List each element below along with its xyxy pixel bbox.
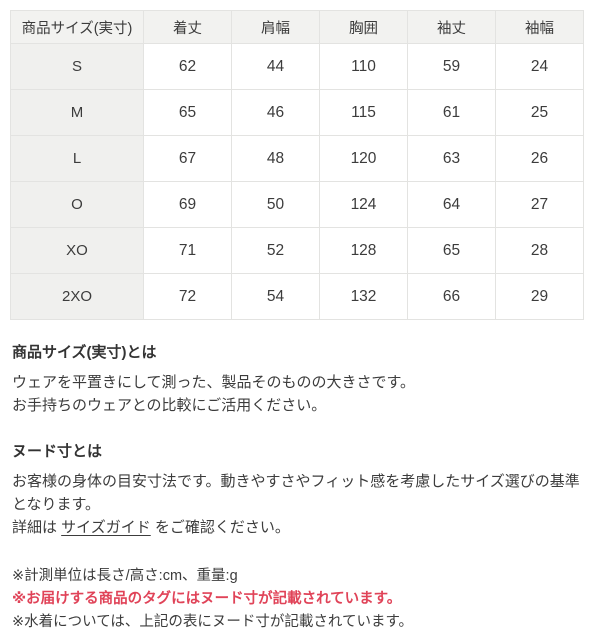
measurement-cell: 50 — [231, 181, 320, 228]
measurement-cell: 65 — [143, 89, 232, 136]
measurement-cell: 64 — [407, 181, 496, 228]
measurement-cell: 132 — [319, 273, 408, 320]
size-label-cell: L — [10, 135, 144, 182]
measurement-cell: 59 — [407, 43, 496, 90]
column-header: 商品サイズ(実寸) — [10, 10, 144, 44]
table-row: O 69 50 124 64 27 — [10, 181, 584, 228]
section-nude-size-line1: お客様の身体の目安寸法です。動きやすさやフィット感を考慮したサイズ選びの基準とな… — [12, 472, 580, 513]
measurement-cell: 67 — [143, 135, 232, 182]
measurement-cell: 72 — [143, 273, 232, 320]
measurement-cell: 29 — [495, 273, 584, 320]
section-nude-size: ヌード寸とは お客様の身体の目安寸法です。動きやすさやフィット感を考慮したサイズ… — [12, 441, 588, 539]
column-header: 袖幅 — [495, 10, 584, 44]
measurement-cell: 115 — [319, 89, 408, 136]
size-label-cell: O — [10, 181, 144, 228]
measurement-cell: 124 — [319, 181, 408, 228]
measurement-cell: 52 — [231, 227, 320, 274]
column-header: 肩幅 — [231, 10, 320, 44]
measurement-cell: 71 — [143, 227, 232, 274]
measurement-cell: 62 — [143, 43, 232, 90]
measurement-cell: 48 — [231, 135, 320, 182]
measurement-cell: 44 — [231, 43, 320, 90]
measurement-cell: 65 — [407, 227, 496, 274]
measurement-cell: 24 — [495, 43, 584, 90]
measurement-cell: 69 — [143, 181, 232, 228]
size-table-body: S 62 44 110 59 24 M 65 46 115 61 25 L 67 48 120 63 26 O 69 5… — [10, 43, 584, 320]
section-actual-size-heading: 商品サイズ(実寸)とは — [12, 344, 157, 361]
measurement-cell: 46 — [231, 89, 320, 136]
column-header: 胸囲 — [319, 10, 408, 44]
measurement-cell: 27 — [495, 181, 584, 228]
size-label-cell: M — [10, 89, 144, 136]
measurement-cell: 25 — [495, 89, 584, 136]
section-actual-size-line2: お手持ちのウェアとの比較にご活用ください。 — [12, 396, 327, 414]
measurement-cell: 61 — [407, 89, 496, 136]
measurement-cell: 120 — [319, 135, 408, 182]
size-table: 商品サイズ(実寸) 着丈 肩幅 胸囲 袖丈 袖幅 S 62 44 110 59 24 M 65 46 115… — [10, 10, 584, 320]
measurement-cell: 63 — [407, 135, 496, 182]
section-nude-size-detail: 詳細は サイズガイド をご確認ください。 — [12, 516, 588, 539]
measurement-cell: 110 — [319, 43, 408, 90]
detail-prefix-text: 詳細は — [12, 519, 62, 536]
explanation-sections: 商品サイズ(実寸)とは ウェアを平置きにして測った、製品そのものの大きさです。 … — [10, 320, 590, 539]
table-row: 2XO 72 54 132 66 29 — [10, 273, 584, 320]
measurement-cell: 28 — [495, 227, 584, 274]
measurement-cell: 54 — [231, 273, 320, 320]
section-actual-size: 商品サイズ(実寸)とは ウェアを平置きにして測った、製品そのものの大きさです。 … — [12, 342, 588, 417]
measurement-cell: 26 — [495, 135, 584, 182]
section-actual-size-line1: ウェアを平置きにして測った、製品そのものの大きさです。 — [12, 373, 416, 391]
table-row: M 65 46 115 61 25 — [10, 89, 584, 136]
size-label-cell: XO — [10, 227, 144, 274]
size-table-header-row: 商品サイズ(実寸) 着丈 肩幅 胸囲 袖丈 袖幅 — [10, 10, 584, 44]
table-row: L 67 48 120 63 26 — [10, 135, 584, 182]
measurement-cell: 128 — [319, 227, 408, 274]
note-line: ※水着については、上記の表にヌード寸が記載されています。 — [12, 614, 414, 631]
notes-block: ※計測単位は長さ/高さ:cm、重量:g ※お届けする商品のタグにはヌード寸が記載さ… — [10, 563, 590, 634]
column-header: 袖丈 — [407, 10, 496, 44]
column-header: 着丈 — [143, 10, 232, 44]
note-line: ※計測単位は長さ/高さ:cm、重量:g — [12, 568, 238, 585]
size-guide-link[interactable]: サイズガイド — [61, 519, 151, 536]
section-nude-size-heading: ヌード寸とは — [12, 443, 103, 460]
size-label-cell: 2XO — [10, 273, 144, 320]
measurement-cell: 66 — [407, 273, 496, 320]
table-row: S 62 44 110 59 24 — [10, 43, 584, 90]
size-label-cell: S — [10, 43, 144, 90]
table-row: XO 71 52 128 65 28 — [10, 227, 584, 274]
detail-suffix-text: をご確認ください。 — [150, 519, 290, 536]
note-line: ※お届けする商品のタグにはヌード寸が記載されています。 — [12, 591, 402, 608]
size-table-header: 商品サイズ(実寸) 着丈 肩幅 胸囲 袖丈 袖幅 — [10, 10, 584, 44]
